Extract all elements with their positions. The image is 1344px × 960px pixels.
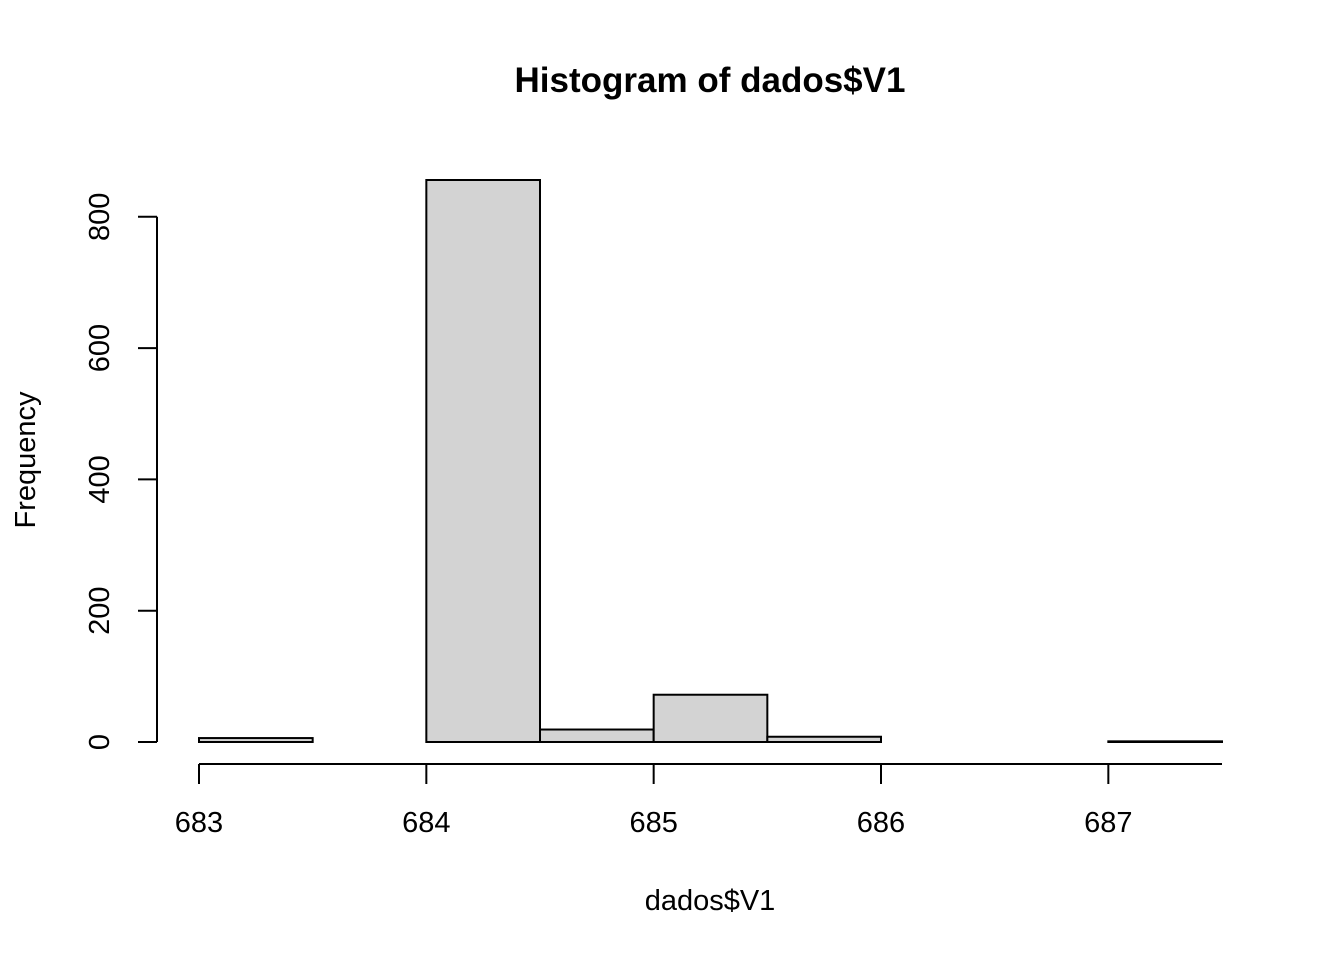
x-axis-label: dados$V1 bbox=[645, 885, 776, 917]
x-tick-label-685: 685 bbox=[629, 807, 677, 839]
y-tick-label-0: 0 bbox=[84, 734, 116, 750]
histogram-bar-5 bbox=[766, 735, 882, 744]
y-tick-label-200: 200 bbox=[84, 586, 116, 634]
y-axis: 0 200 400 600 800 bbox=[84, 193, 158, 750]
x-tick-label-687: 687 bbox=[1084, 807, 1132, 839]
chart-title: Histogram of dados$V1 bbox=[515, 61, 906, 100]
y-axis-label: Frequency bbox=[10, 391, 42, 529]
histogram-bar-3 bbox=[539, 728, 655, 743]
x-tick-label-683: 683 bbox=[175, 807, 223, 839]
y-tick-label-400: 400 bbox=[84, 455, 116, 503]
histogram-bar-4 bbox=[652, 693, 769, 743]
x-tick-label-684: 684 bbox=[402, 807, 450, 839]
x-axis: 683 684 685 686 687 bbox=[175, 763, 1222, 839]
histogram-bar-8 bbox=[1107, 740, 1224, 743]
x-tick-label-686: 686 bbox=[857, 807, 905, 839]
histogram-bar-0 bbox=[198, 737, 314, 743]
bars-group bbox=[198, 179, 1224, 744]
y-tick-label-800: 800 bbox=[84, 193, 116, 241]
histogram-bar-2 bbox=[425, 179, 542, 743]
y-tick-label-600: 600 bbox=[84, 324, 116, 372]
